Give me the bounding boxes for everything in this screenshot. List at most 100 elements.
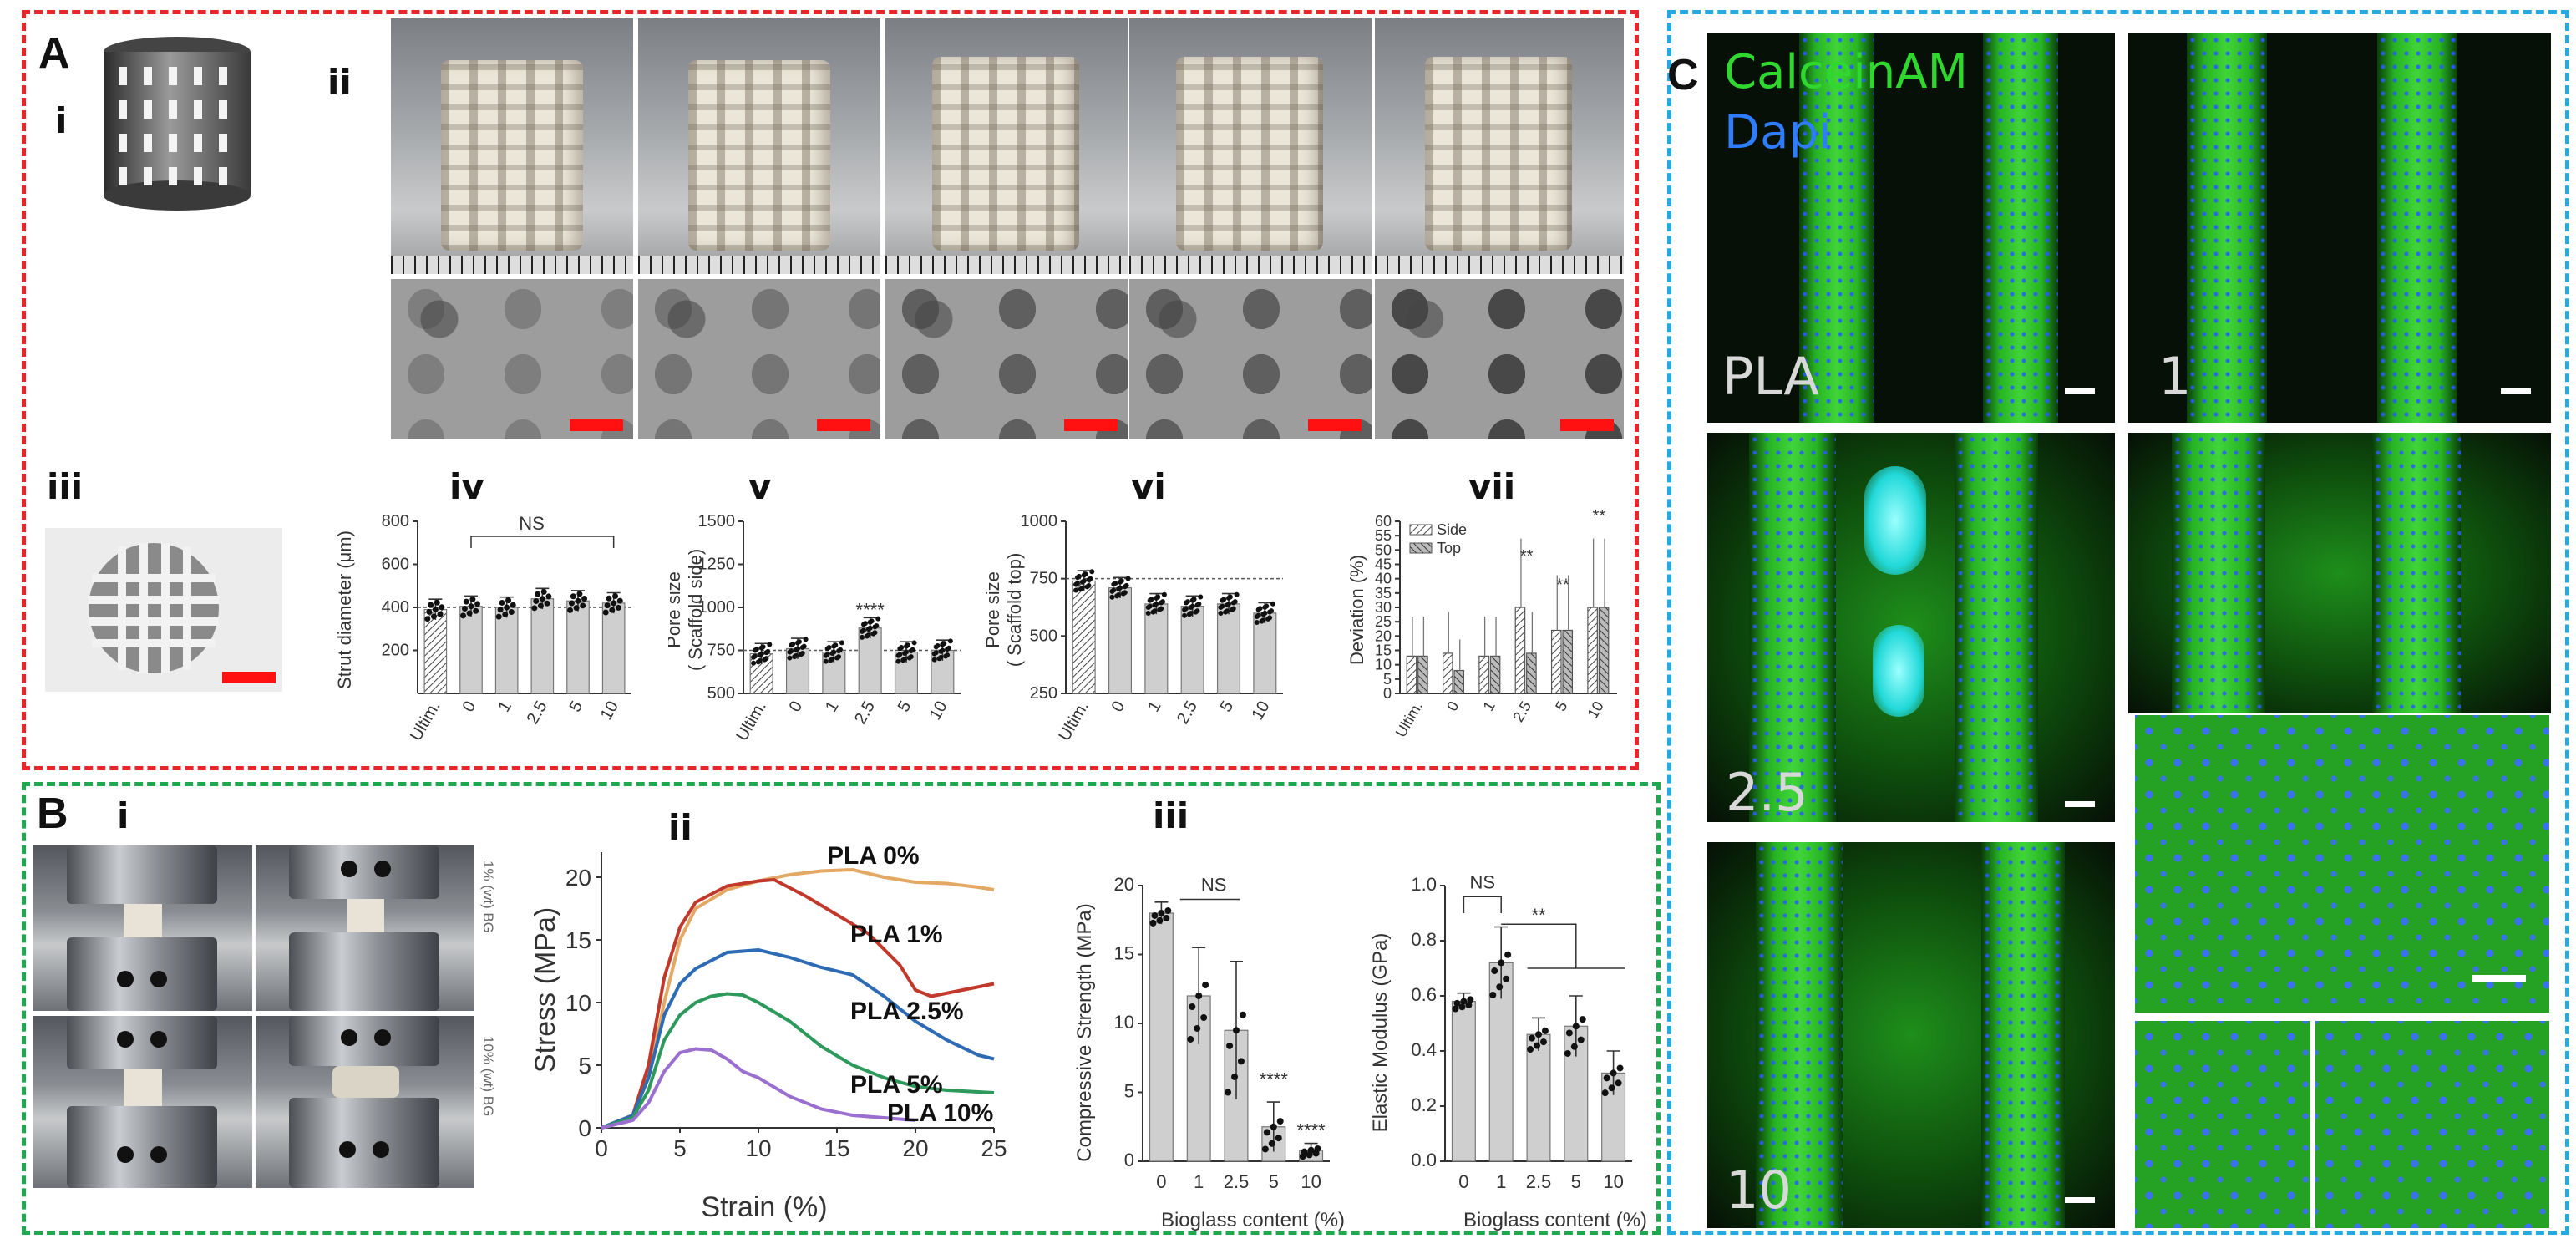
data-point [1498, 959, 1505, 967]
bar [858, 627, 882, 694]
image-label-2-5: 2.5 [1726, 762, 1808, 822]
data-point [943, 653, 949, 659]
y-tick-label: 0.4 [1411, 1039, 1437, 1060]
data-point [537, 602, 544, 609]
data-point [545, 593, 552, 600]
data-point [461, 605, 468, 612]
data-point [1145, 605, 1151, 611]
bar-top [1562, 629, 1574, 694]
bar-top [1417, 655, 1428, 694]
y-axis-label-2: ( Scaffold side) [685, 549, 706, 671]
bar [1253, 612, 1277, 694]
data-point [1161, 591, 1167, 597]
data-point [1489, 992, 1497, 999]
data-point [794, 647, 799, 652]
data-point [1073, 581, 1079, 587]
x-tick-label: 5 [566, 698, 587, 716]
data-point [570, 593, 576, 600]
data-point [1109, 594, 1115, 600]
panel-a-ii-label: ii [327, 62, 352, 103]
data-point [430, 613, 437, 620]
data-point [539, 596, 545, 602]
data-point [1200, 1013, 1208, 1021]
fluorescence-zoom-1 [2135, 715, 2549, 1013]
data-point [1275, 1135, 1282, 1142]
y-tick-label: 1.0 [1411, 874, 1437, 895]
data-point [870, 631, 876, 637]
data-point [1270, 601, 1275, 607]
data-point [1073, 587, 1079, 593]
x-axis-label: Bioglass content (%) [1463, 1209, 1647, 1231]
x-tick-label: 0 [786, 698, 807, 716]
data-point [931, 657, 937, 663]
panel-b-iii-label: iii [1153, 795, 1189, 836]
data-point [823, 652, 829, 658]
y-axis-label: Deviation (%) [1350, 555, 1367, 665]
data-point [860, 622, 866, 627]
x-tick-label: 10 [1603, 1171, 1623, 1192]
data-point [787, 649, 793, 655]
scale-bar [2065, 801, 2095, 807]
data-point [895, 652, 901, 658]
x-axis-label: Bioglass content (%) [1161, 1209, 1345, 1231]
panel-a-iii-label: iii [47, 466, 84, 507]
data-point [504, 604, 510, 611]
data-point [609, 607, 616, 613]
y-tick-label: 400 [382, 598, 409, 617]
data-point [1229, 607, 1235, 612]
y-tick-label: 0.0 [1411, 1150, 1437, 1170]
data-point [469, 596, 476, 602]
data-point [1157, 607, 1163, 612]
bar-side [1442, 652, 1453, 694]
bar [1180, 606, 1204, 694]
data-point [439, 604, 445, 611]
data-point [1198, 594, 1204, 600]
x-tick-label: 10 [1248, 698, 1273, 723]
test-photo-4 [256, 1016, 474, 1188]
y-tick-label: 60 [1375, 513, 1392, 530]
data-point [1254, 614, 1260, 620]
x-tick-label: 1 [1479, 698, 1498, 714]
data-point [1572, 1023, 1580, 1030]
data-point [1261, 1145, 1269, 1153]
x-tick-label: 0 [1156, 1171, 1166, 1192]
y-tick-label: 250 [1030, 684, 1057, 703]
y-tick-label: 750 [1030, 570, 1057, 588]
data-point [945, 647, 951, 652]
data-point [1270, 1123, 1277, 1130]
y-tick-label: 5 [1124, 1081, 1134, 1102]
panel-b-ii-label: ii [668, 807, 692, 848]
y-tick-label: 15 [1114, 943, 1134, 964]
data-point [544, 600, 550, 607]
data-point [1079, 579, 1085, 585]
chart-strut-diameter: 200 400 600 800 Ultim. 0 1 2.5 5 10 Strut diameter… [334, 512, 631, 744]
data-point [875, 616, 881, 622]
y-tick-label: 200 [382, 642, 409, 660]
test-photo-2 [256, 845, 474, 1011]
data-point [1527, 1046, 1534, 1053]
data-point [1187, 1035, 1194, 1043]
series-line-1 [601, 877, 995, 1130]
data-point [860, 628, 865, 634]
photo-label-10pct: 10% (wt) BG [480, 1036, 496, 1117]
panel-a-iv-label: iv [449, 466, 484, 507]
y-tick-label: 0.8 [1411, 929, 1437, 950]
data-point [581, 595, 588, 602]
data-point [1496, 983, 1504, 991]
y-tick-label: 5 [578, 1053, 591, 1079]
data-point [580, 602, 586, 609]
x-tick-label: Ultim. [1055, 698, 1093, 744]
data-point [1467, 996, 1474, 1003]
data-point [1084, 584, 1090, 590]
y-tick-label: 10 [1114, 1012, 1134, 1033]
data-point [1570, 1043, 1578, 1050]
y-tick-label: 20 [1114, 874, 1134, 895]
data-point [908, 648, 914, 654]
data-point [426, 608, 433, 615]
y-tick-label: 25 [1375, 613, 1392, 630]
test-photo-3 [33, 1016, 252, 1188]
data-point [1163, 914, 1170, 921]
ns-bracket [1463, 896, 1502, 913]
series-label-1: PLA 1% [850, 921, 943, 948]
x-tick-label: 25 [981, 1135, 1007, 1161]
